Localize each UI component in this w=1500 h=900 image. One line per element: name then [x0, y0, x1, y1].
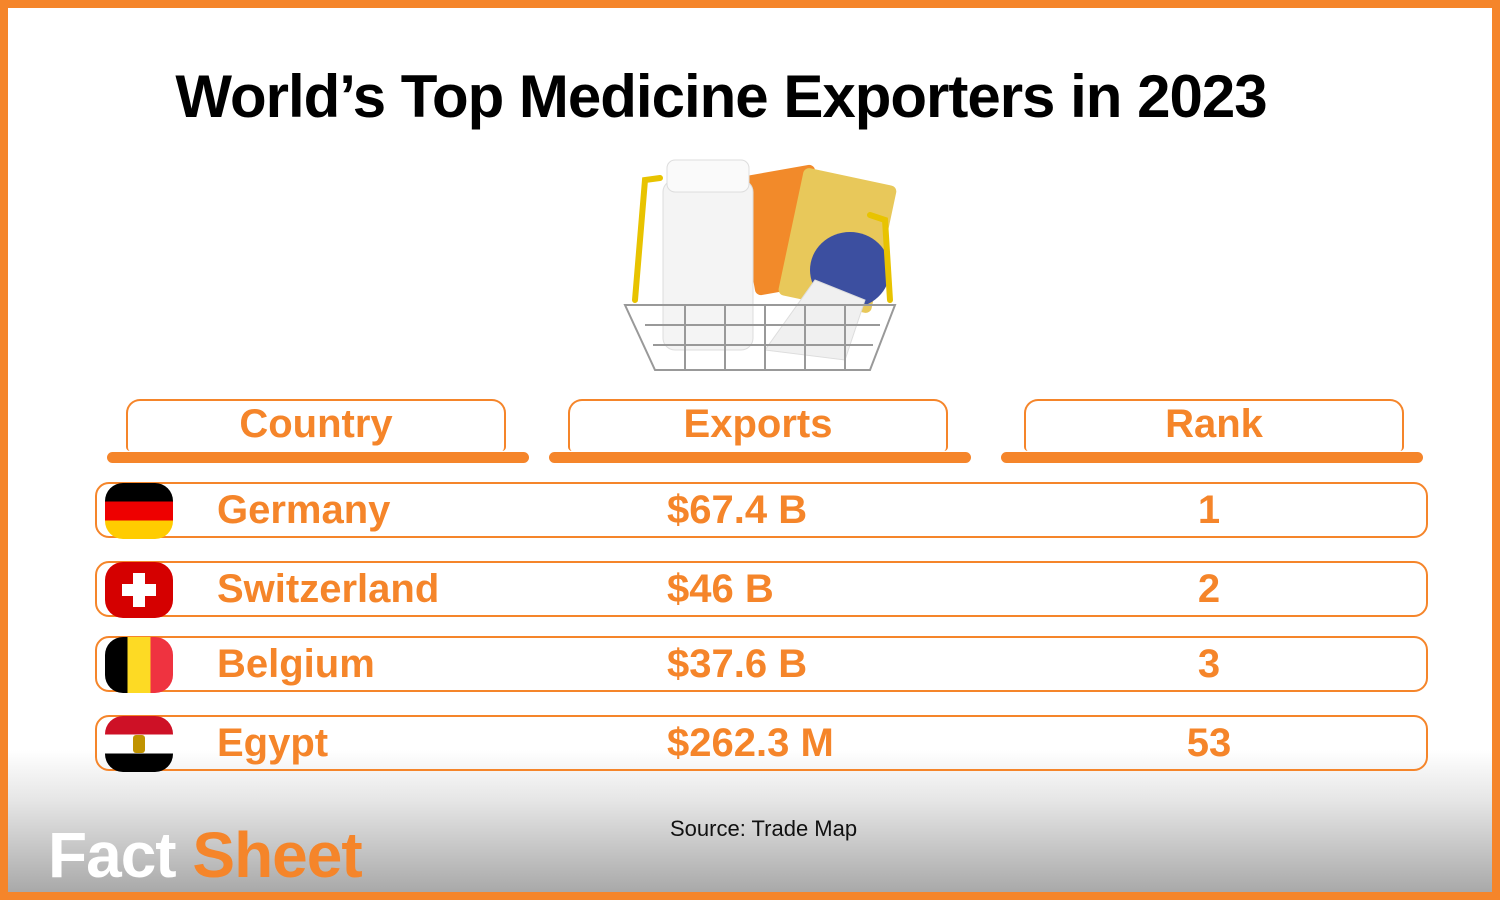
logo-word-sheet: Sheet — [192, 819, 362, 891]
switzerland-flag-icon — [105, 562, 173, 618]
country-cell: Germany — [217, 488, 391, 532]
country-cell: Egypt — [217, 721, 329, 765]
egypt-flag-icon — [105, 716, 173, 772]
header-underline — [1001, 452, 1423, 463]
page-title: World’s Top Medicine Exporters in 2023 — [175, 63, 1267, 130]
logo-word-fact: Fact — [48, 819, 177, 891]
rank-cell: 1 — [1197, 488, 1221, 532]
table-row: Switzerland $46 B 2 — [95, 561, 1428, 618]
table-row: Belgium $37.6 B 3 — [95, 636, 1428, 693]
table-row: Egypt $262.3 M 53 — [95, 715, 1428, 772]
header-rank: Rank — [1024, 399, 1404, 451]
table-row: Germany $67.4 B 1 — [95, 482, 1428, 539]
exports-cell: $37.6 B — [667, 642, 808, 686]
header-underline — [107, 452, 529, 463]
country-cell: Belgium — [217, 642, 375, 686]
rank-cell: 3 — [1197, 642, 1221, 686]
source-note: Source: Trade Map — [670, 816, 858, 841]
exports-cell: $262.3 M — [667, 721, 834, 765]
medicine-basket-image — [623, 159, 897, 371]
belgium-flag-icon — [105, 637, 173, 693]
rank-cell: 53 — [1186, 721, 1232, 765]
header-country: Country — [126, 399, 506, 451]
exports-cell: $67.4 B — [667, 488, 808, 532]
exports-cell: $46 B — [667, 567, 774, 611]
fact-sheet-logo: Fact Sheet — [48, 818, 363, 892]
germany-flag-icon — [105, 483, 173, 539]
header-exports: Exports — [568, 399, 948, 451]
country-cell: Switzerland — [217, 567, 440, 611]
rank-cell: 2 — [1197, 567, 1221, 611]
header-underline — [549, 452, 971, 463]
